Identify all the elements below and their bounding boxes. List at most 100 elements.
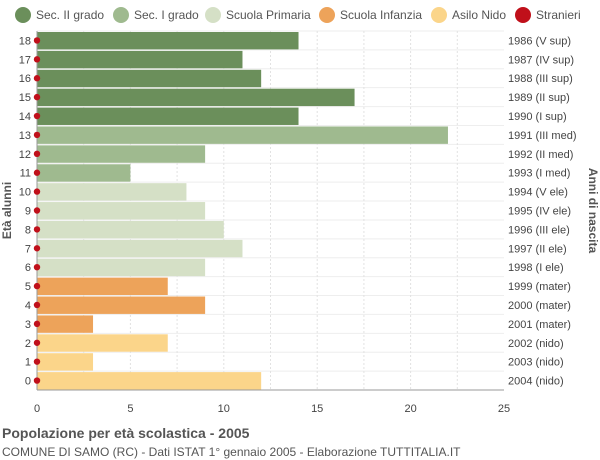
x-tick-label: 20 <box>404 403 416 415</box>
x-tick-label: 10 <box>218 403 230 415</box>
legend-item-scuola-primaria: Scuola Primaria <box>205 7 311 23</box>
y-tick-label: 1 <box>25 357 31 369</box>
y-tick-label: 14 <box>19 111 31 123</box>
stranieri-marker <box>33 377 41 384</box>
stranieri-marker <box>33 188 41 195</box>
y-tick-label: 3 <box>25 319 31 331</box>
bar <box>37 334 168 352</box>
y-tick-label: 5 <box>25 281 31 293</box>
y-tick-label: 11 <box>20 168 31 180</box>
stranieri-marker <box>33 207 41 214</box>
y-right-tick-label: 1996 (III ele) <box>508 224 570 236</box>
chart-title: Popolazione per età scolastica - 2005 <box>2 425 250 441</box>
legend-label: Stranieri <box>536 8 581 22</box>
stranieri-marker <box>33 150 41 158</box>
y-tick-label: 13 <box>19 130 31 142</box>
y-right-tick-label: 1999 (mater) <box>508 281 571 293</box>
y-right-tick-label: 1989 (II sup) <box>508 92 570 104</box>
stranieri-marker <box>33 263 41 271</box>
stranieri-marker <box>33 301 41 309</box>
y-right-tick-label: 1994 (V ele) <box>508 187 568 199</box>
y-right-tick-label: 2004 (nido) <box>508 376 564 388</box>
legend-swatch-scuola-infanzia <box>319 7 335 23</box>
y-right-tick-label: 2001 (mater) <box>508 319 571 331</box>
bar <box>37 126 448 144</box>
y-tick-label: 18 <box>19 35 31 47</box>
y-right-tick-label: 1986 (V sup) <box>508 35 571 47</box>
bar <box>37 183 187 201</box>
stranieri-marker <box>33 37 41 44</box>
stranieri-marker <box>33 93 41 101</box>
y-right-tick-label: 1991 (III med) <box>508 130 576 142</box>
y-tick-label: 12 <box>19 149 31 161</box>
stranieri-marker <box>33 245 41 252</box>
stranieri-marker <box>33 112 41 120</box>
bar <box>37 107 299 125</box>
legend-swatch-asilo-nido <box>431 7 447 23</box>
legend-swatch-stranieri <box>515 7 531 23</box>
y-right-tick-label: 1995 (IV ele) <box>508 206 571 218</box>
legend-swatch-scuola-primaria <box>205 7 221 23</box>
legend-item-sec-ii-grado: Sec. II grado <box>15 7 104 23</box>
y-tick-label: 17 <box>19 54 31 66</box>
legend-item-stranieri: Stranieri <box>515 7 581 23</box>
stranieri-marker <box>33 339 41 346</box>
y-right-tick-label: 1992 (II med) <box>508 149 573 161</box>
y-right-tick-label: 1987 (IV sup) <box>508 54 574 66</box>
bar <box>37 202 206 220</box>
bar <box>37 296 206 314</box>
stranieri-marker <box>33 56 41 63</box>
stranieri-marker <box>33 320 41 328</box>
legend-label: Scuola Primaria <box>226 8 311 22</box>
y-tick-label: 9 <box>25 206 31 218</box>
bar <box>37 88 355 107</box>
y-tick-label: 15 <box>19 92 31 104</box>
y-right-tick-label: 1993 (I med) <box>508 168 570 180</box>
x-tick-label: 15 <box>311 403 323 415</box>
x-tick-label: 5 <box>127 403 133 415</box>
x-tick-label: 0 <box>34 403 40 415</box>
legend-item-asilo-nido: Asilo Nido <box>431 7 506 23</box>
bar <box>37 50 243 69</box>
stranieri-marker <box>33 226 41 233</box>
legend-label: Asilo Nido <box>452 8 507 22</box>
y-right-tick-label: 1990 (I sup) <box>508 111 567 123</box>
y-tick-label: 4 <box>25 300 31 312</box>
bar <box>37 164 131 182</box>
legend-label: Sec. I grado <box>134 8 199 22</box>
y-tick-label: 2 <box>25 338 31 350</box>
bar <box>37 145 206 163</box>
bar <box>37 220 224 239</box>
legend-swatch-sec-ii-grado <box>15 7 31 23</box>
y-right-tick-label: 2000 (mater) <box>508 300 571 312</box>
stranieri-marker <box>33 282 41 290</box>
bar <box>37 258 206 277</box>
bar <box>37 239 243 258</box>
stranieri-marker <box>33 358 41 365</box>
y-tick-label: 0 <box>25 376 31 388</box>
legend-item-scuola-infanzia: Scuola Infanzia <box>319 7 422 23</box>
y-right-tick-label: 1997 (II ele) <box>508 243 567 255</box>
bar <box>37 353 94 371</box>
y-right-tick-label: 1998 (I ele) <box>508 262 564 274</box>
y-axis-title: Età alunni <box>0 182 14 239</box>
legend-label: Sec. II grado <box>36 8 105 22</box>
y-tick-label: 10 <box>19 187 31 199</box>
y-tick-label: 8 <box>25 224 31 236</box>
chart-source: COMUNE DI SAMO (RC) - Dati ISTAT 1° genn… <box>2 445 461 459</box>
y-tick-label: 7 <box>25 243 31 255</box>
y-right-tick-label: 2003 (nido) <box>508 357 564 369</box>
stranieri-marker <box>33 169 41 176</box>
bar <box>37 372 262 390</box>
bar <box>37 32 299 50</box>
y-tick-label: 16 <box>19 73 31 85</box>
y-right-tick-label: 2002 (nido) <box>508 338 564 350</box>
legend: Sec. II grado Sec. I grado Scuola Primar… <box>0 0 600 32</box>
y-right-axis-title: Anni di nascita <box>586 168 600 254</box>
y-right-tick-label: 1988 (III sup) <box>508 73 573 85</box>
bar <box>37 277 168 296</box>
y-tick-label: 6 <box>25 262 31 274</box>
stranieri-marker <box>33 131 41 139</box>
bar <box>37 315 94 333</box>
